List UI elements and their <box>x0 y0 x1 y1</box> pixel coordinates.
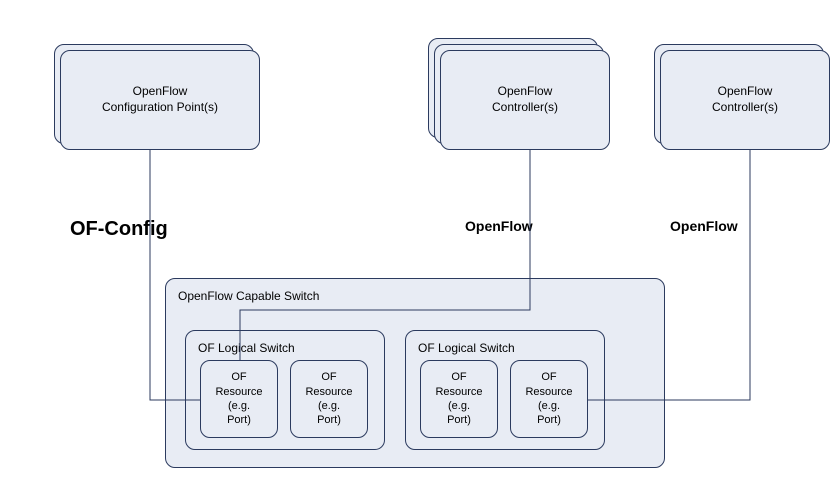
resource-2a: OFResource(e.g.Port) <box>420 360 498 438</box>
controller-right-node: OpenFlowController(s) <box>660 50 830 150</box>
controller-left-node: OpenFlowController(s) <box>440 50 610 150</box>
resource-2a-label: OFResource(e.g.Port) <box>435 370 482 427</box>
of-config-label: OF-Config <box>70 218 168 241</box>
controller-left-label: OpenFlowController(s) <box>492 84 558 115</box>
capable-switch-title: OpenFlow Capable Switch <box>178 289 654 303</box>
logical-switch-1-title: OF Logical Switch <box>198 341 374 355</box>
openflow-left-label: OpenFlow <box>465 218 533 234</box>
logical-switch-2-title: OF Logical Switch <box>418 341 594 355</box>
config-point-node: OpenFlowConfiguration Point(s) <box>60 50 260 150</box>
config-point-label: OpenFlowConfiguration Point(s) <box>102 84 218 115</box>
resource-2b: OFResource(e.g.Port) <box>510 360 588 438</box>
resource-1b: OFResource(e.g.Port) <box>290 360 368 438</box>
controller-right-label: OpenFlowController(s) <box>712 84 778 115</box>
resource-1a-label: OFResource(e.g.Port) <box>215 370 262 427</box>
resource-2b-label: OFResource(e.g.Port) <box>525 370 572 427</box>
resource-1a: OFResource(e.g.Port) <box>200 360 278 438</box>
resource-1b-label: OFResource(e.g.Port) <box>305 370 352 427</box>
openflow-right-label: OpenFlow <box>670 218 738 234</box>
